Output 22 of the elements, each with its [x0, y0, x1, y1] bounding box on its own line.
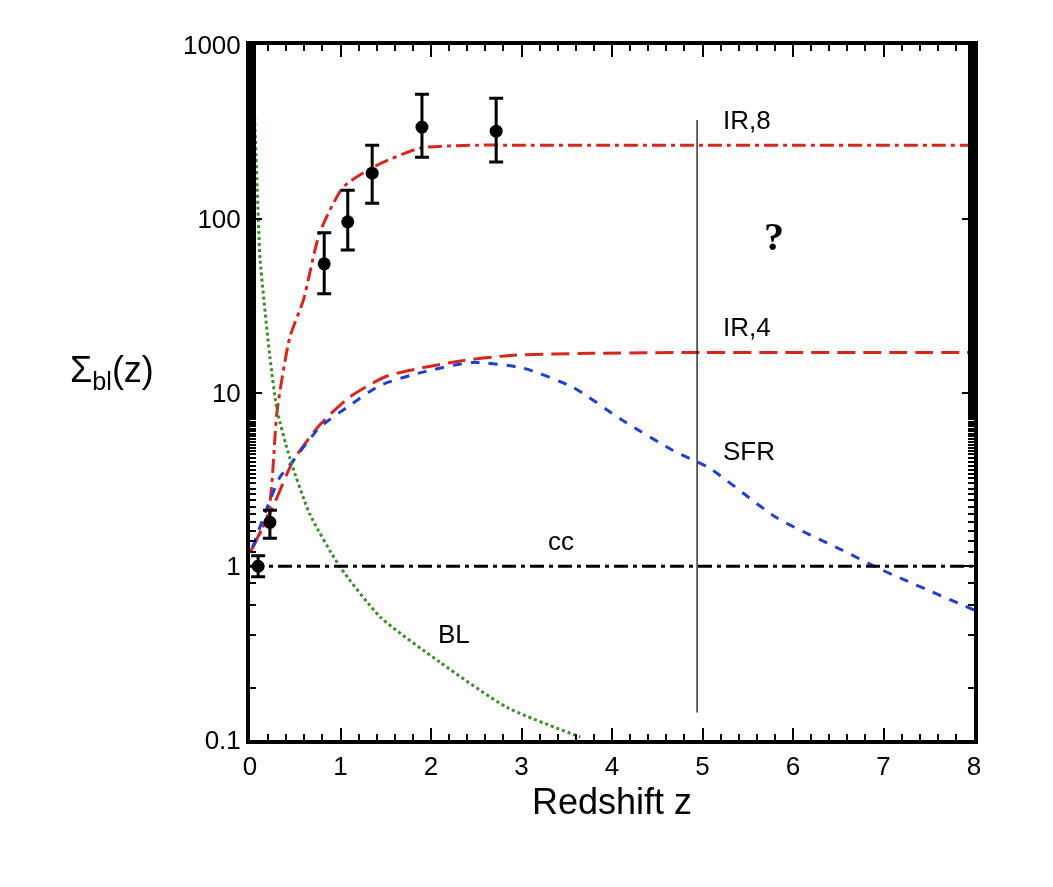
- series-label: BL: [438, 619, 470, 649]
- x-tick-label: 2: [423, 751, 439, 782]
- y-axis-title: Σ$_{bl}$(z): [70, 349, 154, 395]
- series-label: IR,4: [723, 312, 771, 342]
- ref-line-label: cc: [548, 526, 574, 556]
- y-tick-label: 1: [226, 551, 241, 582]
- x-tick-label: 1: [333, 751, 348, 782]
- x-tick-label: 0: [242, 751, 258, 782]
- annotation: ?: [764, 214, 784, 259]
- x-tick-label: 4: [604, 751, 620, 782]
- y-tick-label: 0.1: [204, 725, 241, 756]
- y-tick-label: 1000: [182, 30, 241, 61]
- x-tick-label: 6: [785, 751, 801, 782]
- y-tick-label: 10: [211, 377, 241, 408]
- x-tick-label: 8: [966, 751, 982, 782]
- x-tick-label: 7: [876, 751, 891, 782]
- x-tick-label: 5: [695, 751, 710, 782]
- y-tick-label: 100: [197, 203, 241, 234]
- x-axis-title: Redshift z: [531, 781, 693, 823]
- series-label: SFR: [723, 436, 775, 466]
- x-tick-label: 3: [514, 751, 529, 782]
- series-label: IR,8: [723, 105, 771, 135]
